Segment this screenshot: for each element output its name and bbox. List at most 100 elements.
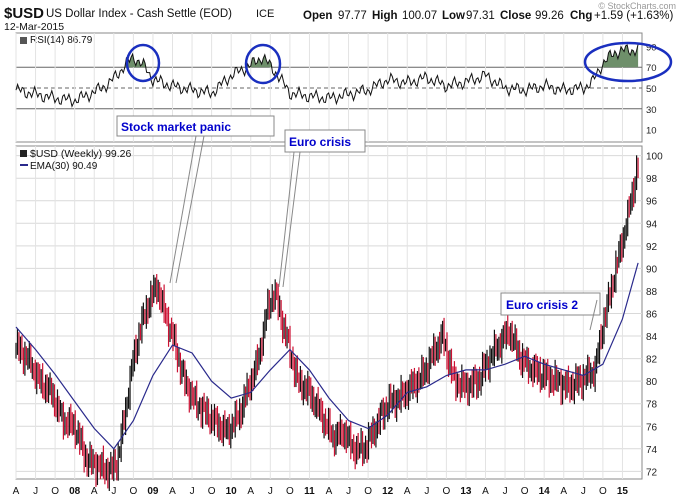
price-tick-label: 86 <box>646 310 658 321</box>
exchange-label: ICE <box>256 8 274 20</box>
x-tick-label: 09 <box>147 486 159 497</box>
annotation-text: Euro crisis 2 <box>506 298 578 312</box>
x-tick-label: J <box>503 486 508 497</box>
symbol-title: $USD <box>4 5 44 22</box>
x-tick-label: O <box>364 486 372 497</box>
x-tick-label: A <box>560 486 567 497</box>
chg-label: Chg <box>570 10 592 22</box>
annotation-euro-crisis-2: Euro crisis 2 <box>500 292 601 331</box>
rsi-tick-label: 30 <box>646 105 657 116</box>
x-tick-label: O <box>442 486 450 497</box>
price-legend: $USD (Weekly) 99.26 EMA(30) 90.49 <box>20 148 132 172</box>
x-tick-label: J <box>190 486 195 497</box>
highlight-circle <box>583 41 673 83</box>
annotation-box <box>500 292 601 316</box>
x-tick-label: A <box>404 486 411 497</box>
x-tick-label: 12 <box>382 486 394 497</box>
date-label: 12-Mar-2015 <box>4 21 64 33</box>
close-label: Close <box>500 10 531 22</box>
rsi-label: RSI(14) 86.79 <box>30 35 93 46</box>
x-tick-label: O <box>208 486 216 497</box>
annotation-box <box>284 129 366 153</box>
price-tick-label: 100 <box>646 152 663 163</box>
x-tick-label: O <box>599 486 607 497</box>
rsi-tick-label: 70 <box>646 63 657 74</box>
price-tick-label: 82 <box>646 355 658 366</box>
price-tick-label: 72 <box>646 467 658 478</box>
x-tick-label: A <box>91 486 98 497</box>
annotation-euro-crisis: Euro crisis <box>278 129 366 288</box>
x-axis: A J O 08 A J O 09 A J O 10 A J O 11 A J O 12 A J O 13 A J O 14 A J O 15 <box>13 486 629 497</box>
x-tick-label: J <box>581 486 586 497</box>
close-value: 99.26 <box>535 10 564 22</box>
annotation-text: Euro crisis <box>289 135 351 149</box>
price-tick-label: 80 <box>646 377 658 388</box>
x-tick-label: O <box>521 486 529 497</box>
x-tick-label: J <box>424 486 429 497</box>
price-tick-label: 98 <box>646 174 658 185</box>
rsi-y-axis: 10 30 50 70 90 <box>646 42 657 136</box>
highlight-circle <box>125 43 161 83</box>
annotation-pointer <box>282 151 301 288</box>
chg-value: +1.59 (+1.63%) <box>594 10 673 22</box>
x-tick-label: O <box>51 486 59 497</box>
x-tick-label: A <box>326 486 333 497</box>
annotation-text: Stock market panic <box>121 120 231 134</box>
high-label: High <box>372 10 398 22</box>
low-value: 97.31 <box>466 10 495 22</box>
price-tick-label: 76 <box>646 422 658 433</box>
x-tick-label: O <box>286 486 294 497</box>
x-tick-label: 14 <box>539 486 551 497</box>
x-tick-label: 08 <box>69 486 81 497</box>
x-tick-label: J <box>111 486 116 497</box>
annotation-pointer <box>169 135 197 284</box>
x-tick-label: J <box>268 486 273 497</box>
instrument-name: US Dollar Index - Cash Settle (EOD) <box>46 8 232 20</box>
x-tick-label: A <box>482 486 489 497</box>
open-label: Open <box>303 10 332 22</box>
ema-line <box>15 262 639 450</box>
price-tick-label: 90 <box>646 264 658 275</box>
annotation-pointer <box>175 135 205 284</box>
rsi-tick-label: 90 <box>646 42 657 53</box>
ema-legend-text: EMA(30) 90.49 <box>30 161 98 172</box>
rsi-tick-label: 50 <box>646 84 657 95</box>
rsi-highlights <box>125 41 673 85</box>
price-tick-label: 88 <box>646 287 658 298</box>
annotation-stock-market-panic: Stock market panic <box>116 115 275 284</box>
x-tick-label: O <box>129 486 137 497</box>
watermark: © StockCharts.com <box>598 1 676 11</box>
price-tick-label: 94 <box>646 219 658 230</box>
price-y-axis: 72 74 76 78 80 82 84 86 88 90 92 94 96 98 100 <box>646 152 663 479</box>
rsi-line <box>15 44 639 108</box>
price-legend-marker <box>20 150 27 157</box>
ohlc-readout: Open 97.77 High 100.07 Low 97.31 Close 9… <box>303 10 673 22</box>
x-tick-label: A <box>169 486 176 497</box>
x-tick-label: J <box>33 486 38 497</box>
rsi-series <box>15 44 639 108</box>
price-tick-label: 96 <box>646 197 658 208</box>
x-tick-label: A <box>247 486 254 497</box>
rsi-legend-marker <box>20 37 27 44</box>
low-label: Low <box>442 10 465 22</box>
x-tick-label: 11 <box>304 486 315 497</box>
price-tick-label: 78 <box>646 400 658 411</box>
annotation-pointer <box>278 151 295 288</box>
x-tick-label: A <box>13 486 20 497</box>
price-tick-label: 84 <box>646 332 658 343</box>
x-tick-label: 13 <box>460 486 472 497</box>
price-legend-text: $USD (Weekly) 99.26 <box>30 148 132 160</box>
rsi-tick-label: 10 <box>646 126 657 137</box>
open-value: 97.77 <box>338 10 367 22</box>
x-tick-label: 10 <box>226 486 238 497</box>
highlight-circle <box>244 43 282 85</box>
price-tick-label: 74 <box>646 445 658 456</box>
high-value: 100.07 <box>402 10 437 22</box>
annotation-pointer <box>589 299 598 331</box>
x-tick-label: 15 <box>617 486 629 497</box>
price-tick-label: 92 <box>646 242 658 253</box>
ema-series <box>15 262 639 450</box>
price-bars <box>15 155 639 491</box>
x-tick-label: J <box>346 486 351 497</box>
